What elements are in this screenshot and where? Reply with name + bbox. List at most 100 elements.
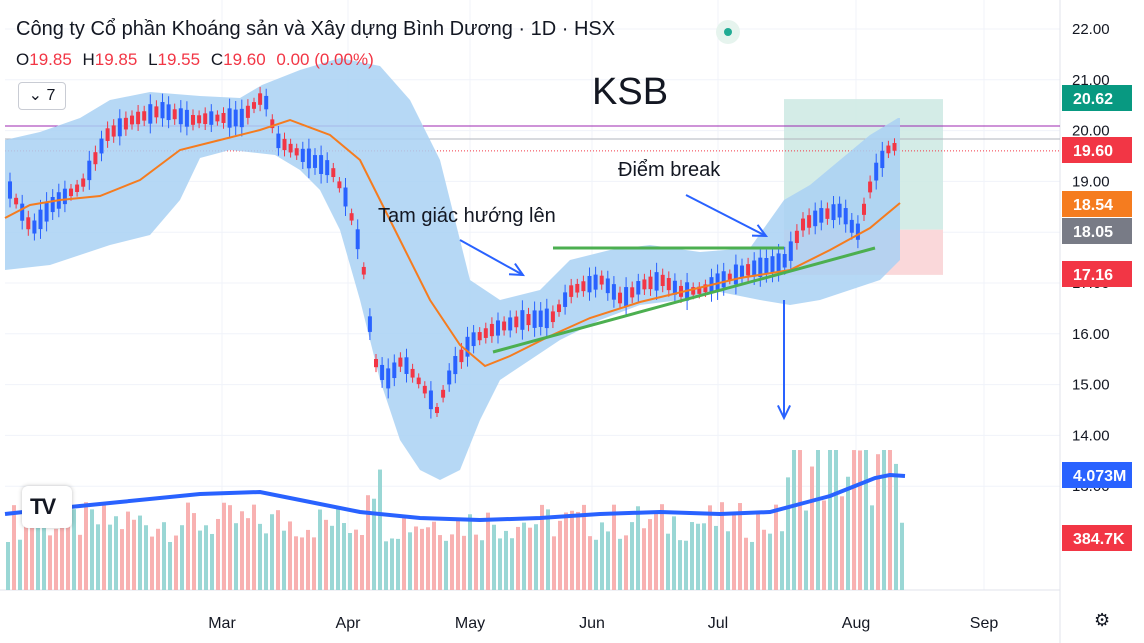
candle-body bbox=[758, 257, 763, 278]
volume-bar bbox=[678, 540, 682, 590]
volume-bar bbox=[834, 450, 838, 590]
candle-body bbox=[807, 215, 812, 228]
candle-body bbox=[184, 109, 189, 127]
volume-bar bbox=[426, 527, 430, 590]
candle-body bbox=[459, 349, 464, 363]
volume-bar bbox=[204, 525, 208, 590]
volume-bar bbox=[810, 466, 814, 590]
volume-bar bbox=[540, 504, 544, 590]
market-status-icon[interactable] bbox=[716, 20, 740, 44]
volume-bar bbox=[870, 505, 874, 590]
candle-body bbox=[123, 117, 128, 130]
volume-bar bbox=[138, 515, 142, 590]
candle-body bbox=[618, 292, 622, 304]
volume-bar bbox=[216, 518, 220, 590]
price-tick-label: 19.00 bbox=[1072, 173, 1110, 190]
time-tick-label: Aug bbox=[842, 615, 870, 632]
volume-bar bbox=[504, 530, 508, 590]
candle-body bbox=[526, 314, 531, 326]
candle-body bbox=[160, 102, 165, 119]
volume-bar bbox=[252, 504, 256, 590]
candle-body bbox=[654, 272, 659, 291]
volume-bar bbox=[522, 522, 526, 590]
time-tick-label: Sep bbox=[970, 615, 999, 632]
candle-body bbox=[672, 280, 677, 295]
ohlc-close-label: C bbox=[210, 50, 224, 69]
volume-bar bbox=[360, 535, 364, 590]
triangle-arrow-head bbox=[508, 262, 526, 277]
candle-body bbox=[117, 118, 122, 137]
candle-body bbox=[380, 364, 385, 380]
volume-bar bbox=[702, 523, 706, 590]
candle-body bbox=[862, 203, 866, 215]
tradingview-logo[interactable]: TV bbox=[22, 486, 72, 528]
volume-ma-line bbox=[4, 472, 906, 523]
volume-bar bbox=[276, 510, 280, 590]
candle-body bbox=[93, 152, 98, 165]
volume-bar bbox=[828, 450, 832, 590]
settings-gear-icon[interactable]: ⚙ bbox=[1094, 610, 1111, 630]
volume-bar bbox=[552, 536, 556, 590]
volume-bar bbox=[756, 512, 760, 590]
volume-bar bbox=[786, 477, 790, 590]
candle-body bbox=[130, 115, 134, 125]
triangle-support-line bbox=[492, 246, 876, 354]
volume-bar bbox=[120, 529, 124, 590]
volume-ma bbox=[4, 472, 906, 523]
volume-bar bbox=[792, 450, 796, 590]
volume-bar bbox=[312, 537, 316, 590]
candle-body bbox=[447, 370, 452, 385]
volume-bar bbox=[858, 450, 862, 590]
volume-bar bbox=[78, 534, 82, 590]
volume-bar bbox=[36, 523, 40, 590]
candle-body bbox=[721, 271, 726, 288]
volume-bar bbox=[822, 500, 826, 590]
candle-body bbox=[50, 196, 55, 213]
candle-body bbox=[69, 188, 73, 197]
volume-label-text: 4.073M bbox=[1073, 468, 1126, 485]
volume-bar bbox=[666, 533, 670, 590]
volume-bar bbox=[714, 525, 718, 590]
volume-bar bbox=[18, 539, 22, 590]
candle-body bbox=[880, 150, 885, 169]
indicator-count: 7 bbox=[46, 87, 56, 104]
ohlc-legend: O19.85 H19.85 L19.55 C19.60 0.00 (0.00%) bbox=[16, 50, 380, 70]
candle-body bbox=[648, 276, 653, 290]
volume-bar bbox=[378, 469, 382, 590]
candle-body bbox=[520, 310, 525, 330]
candle-body bbox=[172, 109, 177, 120]
volume-bar bbox=[24, 519, 28, 590]
candle-body bbox=[715, 273, 720, 291]
volume-bar bbox=[246, 518, 250, 590]
triangle-label: Tam giác hướng lên bbox=[378, 205, 556, 227]
volume-bar bbox=[570, 510, 574, 590]
candle-body bbox=[191, 115, 195, 125]
volume-bar bbox=[762, 529, 766, 590]
volume-bar bbox=[270, 514, 274, 590]
volume-label-text: 384.7K bbox=[1073, 531, 1125, 548]
volume-bar bbox=[468, 514, 472, 590]
volume-bar bbox=[720, 502, 724, 590]
volume-bar bbox=[582, 504, 586, 590]
volume-label-box bbox=[1062, 462, 1132, 488]
candle-body bbox=[87, 160, 92, 181]
candle-body bbox=[544, 308, 549, 329]
volume-bar bbox=[66, 503, 70, 590]
volume-bar bbox=[564, 512, 568, 590]
volume-bar bbox=[414, 526, 418, 590]
indicators-toggle-button[interactable]: ⌄ 7 bbox=[18, 82, 66, 110]
candle-body bbox=[855, 223, 860, 240]
candle-body bbox=[435, 406, 439, 414]
candle-body bbox=[611, 284, 616, 300]
candle-body bbox=[81, 178, 86, 187]
volume-bar bbox=[390, 538, 394, 590]
bollinger-band-area bbox=[5, 58, 900, 480]
price-label-box bbox=[1062, 261, 1132, 287]
volume-bar bbox=[732, 511, 736, 590]
candle-body bbox=[770, 256, 775, 274]
volume-bar bbox=[744, 537, 748, 590]
candle-body bbox=[581, 281, 586, 292]
candle-body bbox=[569, 285, 574, 297]
candle-body bbox=[288, 143, 293, 153]
